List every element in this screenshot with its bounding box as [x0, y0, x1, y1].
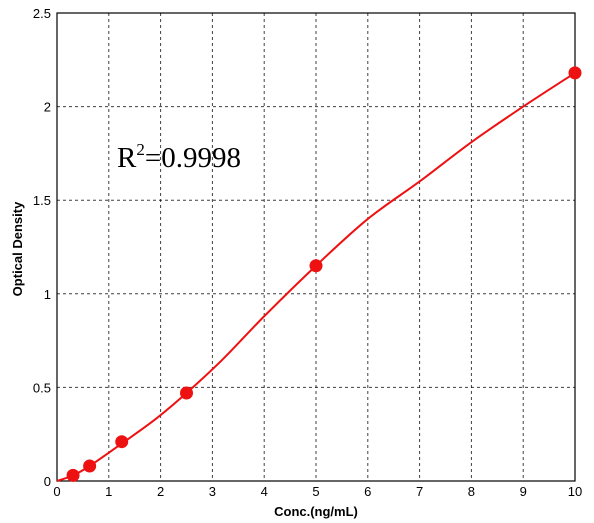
data-point	[309, 259, 323, 273]
x-tick-label: 2	[157, 484, 164, 499]
data-point	[180, 386, 193, 400]
y-axis-label: Optical Density	[10, 201, 25, 296]
y-tick-label: 2.5	[33, 6, 51, 21]
x-tick-label: 10	[568, 484, 582, 499]
x-tick-label: 7	[416, 484, 423, 499]
x-axis-label: Conc.(ng/mL)	[274, 504, 358, 519]
y-tick-label: 1	[44, 287, 51, 302]
x-tick-label: 8	[468, 484, 475, 499]
r-squared-annotation: R2=0.9998	[117, 140, 241, 174]
x-tick-label: 3	[209, 484, 216, 499]
grid-lines	[57, 13, 575, 481]
r-squared-sup: 2	[136, 140, 145, 159]
y-tick-label: 2	[44, 100, 51, 115]
y-tick-label: 0	[44, 474, 51, 489]
data-point	[115, 435, 129, 449]
tick-labels: 0 1 2 3 4 5 6 7 8 9 10 0 0.5 1 1.5 2 2.5	[33, 6, 582, 499]
x-tick-label: 6	[364, 484, 371, 499]
r-squared-base: R	[117, 142, 137, 174]
x-tick-label: 0	[53, 484, 60, 499]
data-point	[568, 66, 582, 80]
y-tick-label: 1.5	[33, 193, 51, 208]
x-tick-label: 4	[261, 484, 268, 499]
x-tick-label: 1	[105, 484, 112, 499]
y-tick-label: 0.5	[33, 380, 51, 395]
data-point	[83, 459, 97, 473]
x-tick-label: 9	[520, 484, 527, 499]
data-points	[66, 66, 582, 482]
data-point	[66, 468, 80, 482]
plot-frame	[56, 12, 576, 482]
x-tick-label: 5	[312, 484, 319, 499]
r-squared-value: =0.9998	[145, 142, 241, 174]
